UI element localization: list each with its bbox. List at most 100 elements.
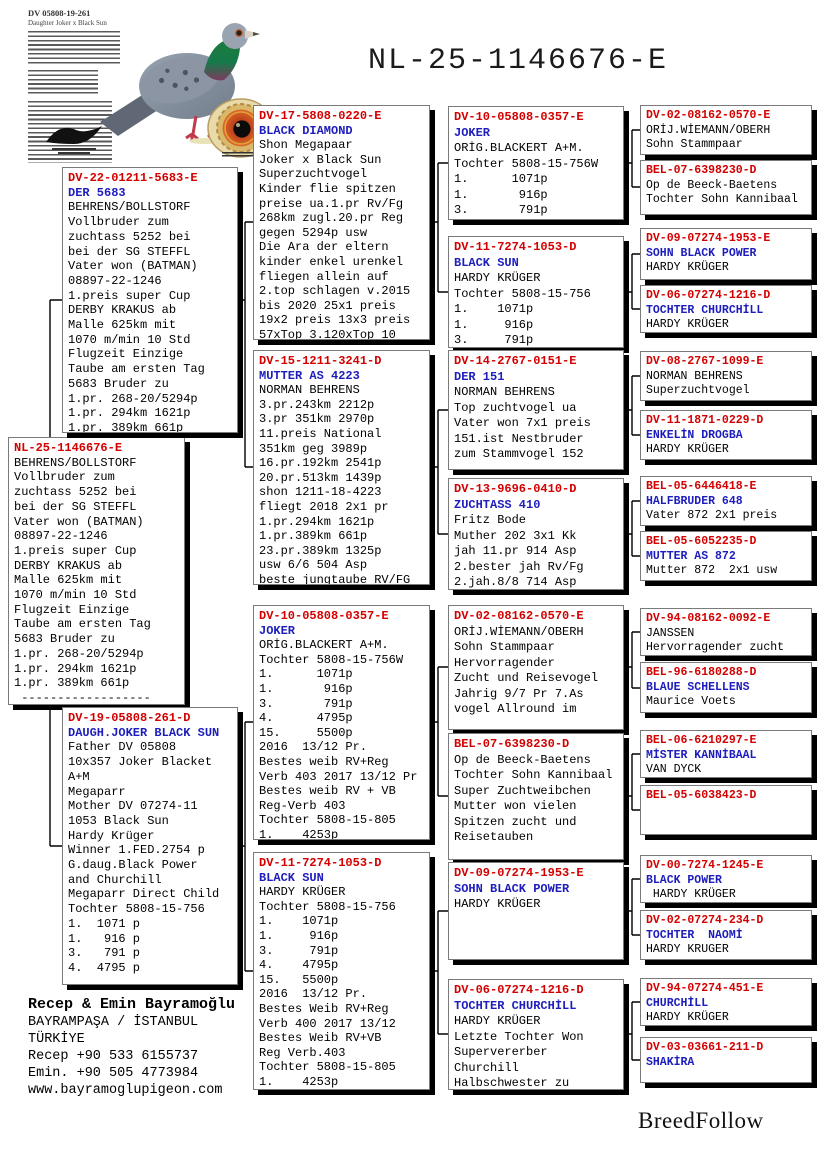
pigeon-details: JANSSEN Hervorragender zucht [646, 626, 785, 655]
pedigree-box-gen5-8: BEL-05-6052235-D MUTTER AS 872 Mutter 87… [640, 531, 812, 581]
pigeon-name: SOHN BLACK POWER [454, 881, 570, 896]
pigeon-details: Fritz Bode Muther 202 3x1 Kk jah 11.pr 9… [454, 513, 584, 589]
pedigree-box-gen5-2: BEL-07-6398230-D Op de Beeck-Baetens Toc… [640, 160, 812, 215]
ring-number: DV-17-5808-0220-E [259, 109, 382, 123]
pigeon-details: HARDY KRÜGER [646, 318, 729, 331]
pedigree-box-gen5-1: DV-02-08162-0570-E ORİJ.WİEMANN/OBERH So… [640, 105, 812, 155]
pedigree-box-gen4-5: DV-02-08162-0570-E ORİJ.WİEMANN/OBERH So… [448, 605, 624, 730]
ring-number: DV-14-2767-0151-E [454, 354, 577, 368]
ring-number: BEL-07-6398230-D [646, 164, 757, 177]
pigeon-details: NORMAN BEHRENS 3.pr.243km 2212p 3.pr 351… [259, 383, 411, 585]
owner-phone-emin: Emin. +90 505 4773984 [28, 1066, 199, 1081]
pigeon-details: Vater 872 2x1 preis [646, 509, 778, 522]
pedigree-box-gen5-5: DV-08-2767-1099-E NORMAN BEHRENS Superzu… [640, 351, 812, 401]
pigeon-name: CHURCHİLL [646, 996, 709, 1010]
pigeon-details: NORMAN BEHRENS Top zuchtvogel ua Vater w… [454, 385, 591, 461]
pigeon-details: BEHRENS/BOLLSTORF Vollbruder zum zuchtas… [14, 455, 151, 705]
owner-phone-recep: Recep +90 533 6155737 [28, 1049, 199, 1064]
pigeon-details: HARDY KRÜGER Tochter 5808-15-756 1. 1071… [454, 271, 591, 347]
speed-pigeons-logo [46, 126, 102, 154]
pigeon-details: Father DV 05808 10x357 Joker Blacket A+M… [68, 740, 220, 975]
pigeon-details: HARDY KRÜGER Letzte Tochter Won Superver… [454, 1014, 584, 1090]
pigeon-details: BEHRENS/BOLLSTORF Vollbruder zum zuchtas… [68, 200, 205, 433]
pigeon-name: ENKELİN DROGBA [646, 428, 743, 442]
breedfollow-logo: BreedFollow [638, 1108, 764, 1133]
pigeon-name: TOCHTER CHURCHİLL [454, 998, 577, 1013]
pedigree-box-gen3-1: DV-17-5808-0220-E BLACK DIAMOND Shon Meg… [253, 105, 430, 340]
ring-number: DV-94-07274-451-E [646, 982, 764, 995]
pigeon-details: ORİG.BLACKERT A+M. Tochter 5808-15-756W … [454, 141, 599, 217]
ring-number: DV-22-01211-5683-E [68, 171, 198, 185]
pedigree-box-gen5-12: BEL-05-6038423-D [640, 785, 812, 835]
pedigree-box-gen5-7: BEL-05-6446418-E HALFBRUDER 648 Vater 87… [640, 476, 812, 526]
pigeon-name: JOKER [259, 623, 296, 638]
pigeon-details: HARDY KRÜGER [646, 1011, 729, 1024]
pedigree-box-mother: DV-19-05808-261-D DAUGH.JOKER BLACK SUN … [62, 707, 238, 985]
ring-number: BEL-05-6052235-D [646, 535, 757, 548]
owner-website: www.bayramoglupigeon.com [28, 1083, 223, 1098]
ring-number: BEL-05-6038423-D [646, 789, 757, 802]
ring-number: DV-03-03661-211-D [646, 1041, 764, 1054]
pedigree-box-gen5-11: BEL-06-6210297-E MİSTER KANNİBAAL VAN DY… [640, 730, 812, 778]
ring-number: DV-06-07274-1216-D [646, 289, 771, 302]
pedigree-box-gen4-7: DV-09-07274-1953-E SOHN BLACK POWER HARD… [448, 862, 624, 960]
pigeon-details: ORİG.BLACKERT A+M. Tochter 5808-15-756W … [259, 638, 418, 840]
pedigree-box-gen4-3: DV-14-2767-0151-E DER 151 NORMAN BEHRENS… [448, 350, 624, 470]
pigeon-details: Mutter 872 2x1 usw [646, 564, 778, 577]
owner-name: Recep & Emin Bayramoğlu [28, 996, 236, 1013]
pedigree-box-gen5-15: DV-94-07274-451-E CHURCHİLL HARDY KRÜGER [640, 978, 812, 1026]
ring-number: DV-09-07274-1953-E [646, 232, 771, 245]
pedigree-box-gen5-6: DV-11-1871-0229-D ENKELİN DROGBA HARDY K… [640, 410, 812, 460]
pigeon-name: DAUGH.JOKER BLACK SUN [68, 725, 220, 740]
ring-number: NL-25-1146676-E [14, 441, 123, 455]
ring-number: DV-11-1871-0229-D [646, 414, 764, 427]
pedigree-box-gen4-6: BEL-07-6398230-D Op de Beeck-Baetens Toc… [448, 733, 624, 860]
pigeon-name: JOKER [454, 125, 491, 140]
pigeon-name: HALFBRUDER 648 [646, 494, 743, 508]
pedigree-box-gen4-8: DV-06-07274-1216-D TOCHTER CHURCHİLL HAR… [448, 979, 624, 1090]
pigeon-name: BLACK SUN [259, 870, 324, 885]
pedigree-box-gen5-3: DV-09-07274-1953-E SOHN BLACK POWER HARD… [640, 228, 812, 280]
ring-number: DV-15-1211-3241-D [259, 354, 382, 368]
pigeon-name: MİSTER KANNİBAAL [646, 748, 757, 762]
pedigree-box-father: DV-22-01211-5683-E DER 5683 BEHRENS/BOLL… [62, 167, 238, 433]
pigeon-details: HARDY KRÜGER Tochter 5808-15-756 1. 1071… [259, 885, 396, 1089]
pigeon-name: SHAKİRA [646, 1055, 695, 1069]
pedigree-box-gen5-9: DV-94-08162-0092-E JANSSEN Hervorragende… [640, 608, 812, 656]
owner-contact-block: Recep & Emin Bayramoğlu BAYRAMPAŞA / İST… [28, 995, 235, 1099]
pigeon-details: HARDY KRÜGER [646, 261, 729, 274]
pigeon-photo-block: DV 05808-19-261 Daughter Joker x Black S… [14, 2, 275, 163]
photo-caption-subtitle: Daughter Joker x Black Sun [28, 19, 107, 27]
ring-number: DV-19-05808-261-D [68, 711, 191, 725]
photo-fine-print [28, 70, 98, 96]
pigeon-details: Maurice Voets [646, 695, 736, 708]
pigeon-details: HARDY KRÜGER [646, 888, 736, 901]
pigeon-details: HARDY KRÜGER [646, 443, 729, 456]
pigeon-details: Op de Beeck-Baetens Tochter Sohn Kanniba… [454, 752, 613, 845]
ring-number: DV-09-07274-1953-E [454, 866, 584, 880]
pigeon-name: DER 5683 [68, 185, 126, 200]
ring-number: BEL-07-6398230-D [454, 737, 570, 751]
pedigree-box-gen4-2: DV-11-7274-1053-D BLACK SUN HARDY KRÜGER… [448, 236, 624, 348]
owner-address-line: TÜRKİYE [28, 1032, 85, 1047]
pigeon-name: BLACK DIAMOND [259, 123, 353, 138]
pedigree-box-gen5-14: DV-02-07274-234-D TOCHTER NAOMİ HARDY KR… [640, 910, 812, 960]
pigeon-details: ORİJ.WİEMANN/OBERH Sohn Stammpaar [646, 123, 771, 152]
pigeon-name: BLACK SUN [454, 255, 519, 270]
ring-number: DV-06-07274-1216-D [454, 983, 584, 997]
pigeon-name: BLACK POWER [646, 873, 722, 887]
pigeon-name: MUTTER AS 872 [646, 549, 736, 563]
pigeon-details: HARDY KRÜGER [454, 897, 541, 911]
ring-number: DV-02-07274-234-D [646, 914, 764, 927]
pigeon-details: Op de Beeck-Baetens Tochter Sohn Kanniba… [646, 178, 798, 207]
page-title: NL-25-1146676-E [368, 44, 669, 78]
ring-number: BEL-05-6446418-E [646, 480, 757, 493]
photo-fine-print [28, 31, 120, 65]
pedigree-box-gen4-4: DV-13-9696-0410-D ZUCHTASS 410 Fritz Bod… [448, 478, 624, 590]
ring-number: DV-94-08162-0092-E [646, 612, 771, 625]
pedigree-box-gen5-13: DV-00-7274-1245-E BLACK POWER HARDY KRÜG… [640, 855, 812, 903]
pigeon-details: Shon Megapaar Joker x Black Sun Superzuc… [259, 138, 411, 340]
pedigree-box-gen5-10: BEL-96-6180288-D BLAUE SCHELLENS Maurice… [640, 662, 812, 713]
ring-number: DV-10-05808-0357-E [259, 609, 389, 623]
ring-number: DV-10-05808-0357-E [454, 110, 584, 124]
